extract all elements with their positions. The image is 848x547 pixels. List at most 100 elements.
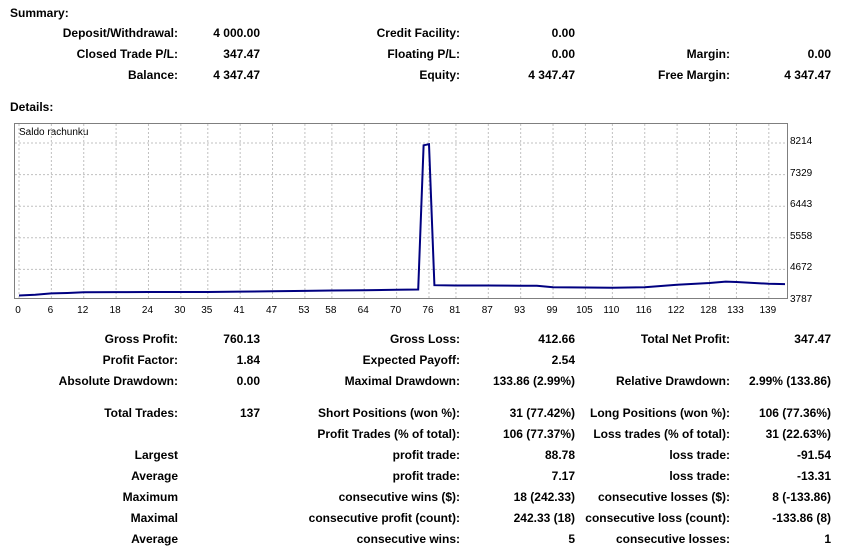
stat-value: 5: [568, 532, 575, 546]
stat-value: -133.86 (8): [772, 511, 831, 525]
stat-value: 18 (242.33): [513, 490, 575, 504]
summary-label: Credit Facility:: [376, 26, 460, 40]
x-tick-label: 6: [47, 305, 54, 316]
stat-label: Short Positions (won %):: [318, 406, 460, 420]
x-tick-label: 105: [576, 305, 593, 316]
stat-label: Gross Profit:: [104, 332, 178, 346]
stat-label: Total Trades:: [104, 406, 178, 420]
summary-value: 4 347.47: [213, 68, 260, 82]
x-tick-label: 24: [141, 305, 154, 316]
details-title: Details:: [10, 100, 54, 114]
stat-label: consecutive wins:: [356, 532, 460, 546]
y-tick-label: 8214: [790, 136, 813, 147]
summary-label: Deposit/Withdrawal:: [62, 26, 178, 40]
stat-value: 106 (77.36%): [758, 406, 831, 420]
stat-value: 0.00: [236, 374, 260, 388]
y-tick-label: 4672: [790, 262, 813, 274]
summary-value: 0.00: [551, 47, 575, 61]
stat-label: consecutive losses:: [615, 532, 730, 546]
summary-label: Free Margin:: [657, 68, 730, 82]
stat-label: Relative Drawdown:: [615, 374, 730, 388]
stat-label: Long Positions (won %):: [590, 406, 730, 420]
stat-label: Expected Payoff:: [362, 353, 460, 367]
stat-label: Total Net Profit:: [640, 332, 730, 346]
x-tick-label: 87: [481, 305, 493, 316]
stat-value: -13.31: [796, 469, 831, 483]
stat-label: Loss trades (% of total):: [593, 427, 730, 441]
chart-plot: [15, 124, 787, 298]
x-tick-label: 41: [233, 305, 245, 316]
summary-label: Closed Trade P/L:: [76, 47, 178, 61]
x-tick-label: 76: [422, 305, 434, 316]
y-tick-label: 5558: [790, 230, 813, 242]
stat-value: 1: [824, 532, 831, 546]
stat-value: 1.84: [236, 353, 260, 367]
stat-value: 760.13: [223, 332, 260, 346]
x-tick-label: 116: [635, 305, 652, 316]
stat-label: profit trade:: [392, 469, 460, 483]
stat-label: Absolute Drawdown:: [58, 374, 178, 388]
stat-label: Profit Factor:: [102, 353, 178, 367]
stat-label: Maximal Drawdown:: [344, 374, 460, 388]
summary-label: Margin:: [686, 47, 730, 61]
stat-value: 242.33 (18): [513, 511, 575, 525]
summary-value: 4 347.47: [528, 68, 575, 82]
stat-value: 8 (-133.86): [772, 490, 831, 504]
x-tick-label: 93: [514, 305, 526, 316]
stat-value: 106 (77.37%): [502, 427, 575, 441]
y-tick-label: 3787: [790, 294, 813, 305]
balance-chart: Saldo rachunku: [14, 123, 788, 299]
x-tick-label: 128: [700, 305, 717, 316]
stat-label: Gross Loss:: [389, 332, 460, 346]
summary-label: Balance:: [127, 68, 178, 82]
stat-value: 2.99% (133.86): [748, 374, 831, 388]
x-tick-label: 58: [325, 305, 337, 316]
stat-value: 137: [239, 406, 260, 420]
chart-title: Saldo rachunku: [19, 127, 89, 138]
stat-label: consecutive wins ($):: [338, 490, 460, 504]
stat-label: consecutive loss (count):: [585, 511, 730, 525]
x-tick-label: 12: [77, 305, 89, 316]
x-tick-label: 47: [265, 305, 278, 316]
summary-label: Floating P/L:: [387, 47, 460, 61]
stat-label: Largest: [134, 448, 178, 462]
summary-value: 4 347.47: [784, 68, 831, 82]
x-tick-label: 0: [15, 305, 21, 316]
x-tick-label: 122: [667, 305, 685, 316]
summary-value: 347.47: [223, 47, 260, 61]
stat-label: loss trade:: [669, 448, 730, 462]
stat-value: -91.54: [796, 448, 831, 462]
summary-title: Summary:: [10, 6, 69, 20]
y-tick-label: 7329: [790, 167, 813, 179]
stat-label: Average: [131, 532, 178, 546]
stat-label: profit trade:: [392, 448, 460, 462]
stat-label: consecutive profit (count):: [308, 511, 460, 525]
x-tick-label: 30: [174, 305, 186, 316]
stat-value: 347.47: [794, 332, 831, 346]
y-tick-label: 6443: [790, 199, 813, 211]
stat-value: 412.66: [538, 332, 575, 346]
x-tick-label: 18: [109, 305, 121, 316]
x-tick-label: 70: [390, 305, 402, 316]
stat-value: 31 (77.42%): [509, 406, 575, 420]
stat-value: 88.78: [544, 448, 575, 462]
summary-value: 0.00: [807, 47, 831, 61]
x-tick-label: 139: [759, 305, 777, 316]
stat-label: Profit Trades (% of total):: [317, 427, 460, 441]
x-tick-label: 81: [449, 305, 461, 316]
summary-value: 4 000.00: [213, 26, 260, 40]
stat-label: consecutive losses ($):: [597, 490, 730, 504]
stat-label: Average: [131, 469, 178, 483]
summary-label: Equity:: [419, 68, 460, 82]
stat-label: Maximal: [130, 511, 178, 525]
x-tick-label: 133: [727, 305, 744, 316]
x-tick-label: 64: [357, 305, 369, 316]
stat-label: Maximum: [122, 490, 178, 504]
stat-value: 2.54: [551, 353, 575, 367]
stat-value: 133.86 (2.99%): [492, 374, 575, 388]
balance-line: [18, 142, 786, 297]
x-tick-label: 53: [298, 305, 310, 316]
x-tick-label: 35: [201, 305, 213, 316]
x-tick-label: 110: [603, 305, 620, 316]
stat-value: 7.17: [551, 469, 575, 483]
